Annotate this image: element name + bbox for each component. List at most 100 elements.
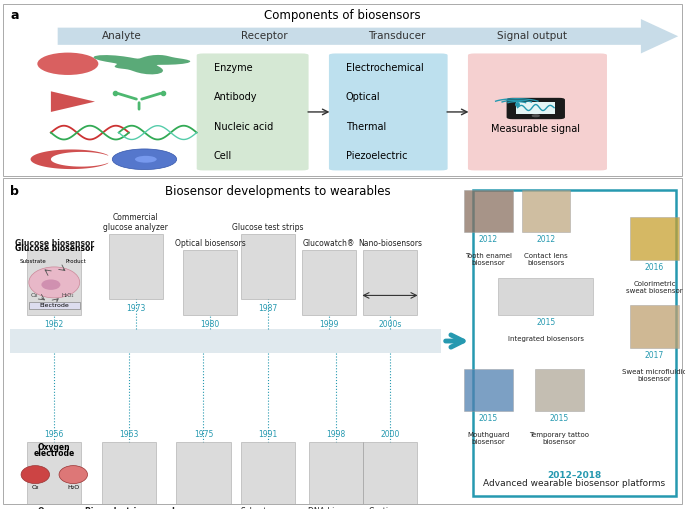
FancyBboxPatch shape <box>3 4 682 176</box>
Text: Nano-biosensors: Nano-biosensors <box>358 239 422 248</box>
Text: Nucleic acid: Nucleic acid <box>214 122 273 131</box>
Text: Glucose biosensor: Glucose biosensor <box>14 244 94 253</box>
Text: Oxygen
electrode: Oxygen electrode <box>34 507 75 509</box>
Text: Integrated biosensors: Integrated biosensors <box>508 336 584 342</box>
FancyBboxPatch shape <box>27 250 82 315</box>
Text: 1975: 1975 <box>194 430 213 439</box>
FancyBboxPatch shape <box>630 305 679 348</box>
Text: 1980: 1980 <box>201 320 220 329</box>
Text: Biosensor developments to wearables: Biosensor developments to wearables <box>165 185 391 197</box>
Text: Thermal: Thermal <box>346 122 386 131</box>
Text: Antibody: Antibody <box>214 92 257 102</box>
FancyBboxPatch shape <box>108 234 163 299</box>
Polygon shape <box>58 19 678 53</box>
Polygon shape <box>31 150 109 169</box>
FancyBboxPatch shape <box>176 442 231 505</box>
Text: 2015: 2015 <box>550 414 569 423</box>
Ellipse shape <box>41 279 60 290</box>
FancyBboxPatch shape <box>499 277 593 315</box>
Text: Product: Product <box>66 259 86 264</box>
FancyBboxPatch shape <box>197 53 308 171</box>
Text: DNA biosensor: DNA biosensor <box>308 507 364 509</box>
Polygon shape <box>51 91 95 112</box>
FancyBboxPatch shape <box>464 189 512 232</box>
Text: 1991: 1991 <box>258 430 277 439</box>
Text: Piezoelectric sensor: Piezoelectric sensor <box>85 507 173 509</box>
Text: 2015: 2015 <box>479 414 498 423</box>
Text: Colorimetric
sweat biosensor: Colorimetric sweat biosensor <box>626 281 683 294</box>
FancyBboxPatch shape <box>508 99 564 119</box>
Text: Temporary tattoo
biosensor: Temporary tattoo biosensor <box>530 432 590 445</box>
FancyBboxPatch shape <box>535 369 584 411</box>
FancyBboxPatch shape <box>10 329 441 353</box>
Text: 2015: 2015 <box>536 318 556 327</box>
Text: Glucose biosensor: Glucose biosensor <box>14 239 94 248</box>
Text: Glucose test strips: Glucose test strips <box>232 223 303 232</box>
FancyBboxPatch shape <box>521 189 571 232</box>
Text: 2012: 2012 <box>536 235 556 244</box>
Text: 1973: 1973 <box>126 303 145 313</box>
FancyBboxPatch shape <box>302 250 356 315</box>
Text: a: a <box>10 9 18 22</box>
Text: Glucowatch®: Glucowatch® <box>303 239 355 248</box>
FancyBboxPatch shape <box>241 442 295 505</box>
FancyBboxPatch shape <box>241 234 295 299</box>
Text: H₂O₂: H₂O₂ <box>62 293 74 298</box>
FancyBboxPatch shape <box>329 53 447 171</box>
Text: Analyte: Analyte <box>102 31 142 41</box>
Text: Mouthguard
biosensor: Mouthguard biosensor <box>467 432 510 445</box>
FancyBboxPatch shape <box>27 442 82 505</box>
Text: Receptor: Receptor <box>241 31 288 41</box>
Text: 2017: 2017 <box>645 351 664 360</box>
Text: Components of biosensors: Components of biosensors <box>264 9 421 22</box>
Text: 2000s: 2000s <box>378 320 401 329</box>
FancyBboxPatch shape <box>29 302 80 309</box>
FancyBboxPatch shape <box>468 53 607 171</box>
Ellipse shape <box>38 52 99 75</box>
Text: Continuous
glucose monitoring: Continuous glucose monitoring <box>353 507 427 509</box>
Text: Optical biosensors: Optical biosensors <box>175 239 246 248</box>
Text: 2012–2018: 2012–2018 <box>547 471 601 480</box>
Text: Immunosensor: Immunosensor <box>171 507 236 509</box>
FancyBboxPatch shape <box>473 189 676 496</box>
Text: 1956: 1956 <box>45 430 64 439</box>
FancyBboxPatch shape <box>363 250 417 315</box>
Text: 2012: 2012 <box>479 235 498 244</box>
Circle shape <box>532 115 539 117</box>
Text: Subcutaneous
glucose monitoring: Subcutaneous glucose monitoring <box>231 507 305 509</box>
Text: b: b <box>10 185 19 197</box>
FancyBboxPatch shape <box>309 442 363 505</box>
Text: O₂: O₂ <box>32 485 39 490</box>
Text: H₂O: H₂O <box>67 485 79 490</box>
Text: 1998: 1998 <box>326 430 345 439</box>
Ellipse shape <box>59 466 88 484</box>
FancyBboxPatch shape <box>183 250 238 315</box>
Text: Advanced wearable biosensor platforms: Advanced wearable biosensor platforms <box>484 478 666 488</box>
Text: Commercial
glucose analyzer: Commercial glucose analyzer <box>103 212 168 232</box>
Ellipse shape <box>21 466 49 484</box>
Text: 2016: 2016 <box>645 263 664 272</box>
Text: Tooth enamel
biosensor: Tooth enamel biosensor <box>465 253 512 266</box>
Text: Optical: Optical <box>346 92 380 102</box>
Text: 1963: 1963 <box>119 430 138 439</box>
Text: electrode: electrode <box>34 449 75 458</box>
FancyBboxPatch shape <box>3 178 682 504</box>
Text: Enzyme: Enzyme <box>214 63 252 73</box>
FancyBboxPatch shape <box>630 217 679 260</box>
Text: 1987: 1987 <box>258 303 277 313</box>
FancyBboxPatch shape <box>516 102 556 114</box>
Ellipse shape <box>135 156 157 163</box>
Text: Cell: Cell <box>214 151 232 161</box>
Text: Substrate: Substrate <box>19 259 46 264</box>
Text: Oxygen: Oxygen <box>38 443 71 452</box>
Text: Measurable signal: Measurable signal <box>491 124 580 134</box>
FancyBboxPatch shape <box>363 442 417 505</box>
Ellipse shape <box>112 149 177 169</box>
FancyBboxPatch shape <box>102 442 156 505</box>
Text: Electrochemical: Electrochemical <box>346 63 423 73</box>
Text: Electrode: Electrode <box>40 303 69 308</box>
Text: 2000: 2000 <box>380 430 399 439</box>
Text: Piezoelectric: Piezoelectric <box>346 151 408 161</box>
Text: Transducer: Transducer <box>368 31 425 41</box>
Text: 1962: 1962 <box>45 320 64 329</box>
